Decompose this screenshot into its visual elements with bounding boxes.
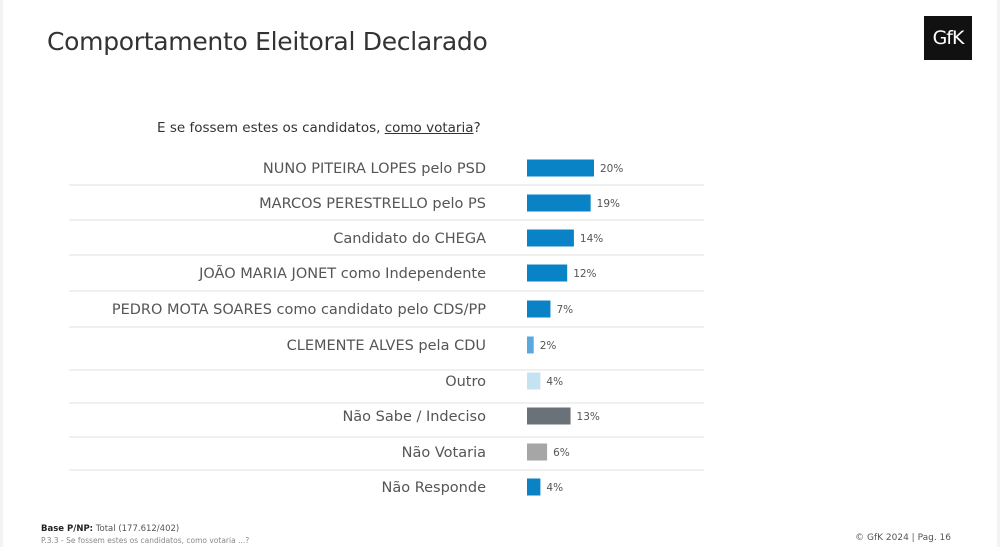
question-underlined: como votaria [384, 120, 474, 136]
bar [527, 194, 591, 212]
footer-copyright: © GfK 2024 | Pag. 16 [855, 533, 951, 543]
gfk-logo: GfK [924, 16, 972, 60]
category-label: MARCOS PERESTRELLO pelo PS [259, 196, 486, 212]
value-label: 2% [540, 340, 557, 352]
page-title: Comportamento Eleitoral Declarado [47, 27, 488, 56]
bar [527, 159, 594, 177]
bar [527, 229, 574, 247]
value-label: 7% [556, 304, 573, 316]
bar [527, 443, 548, 461]
footer-base-value: Total (177.612/402) [93, 524, 180, 534]
category-label: NUNO PITEIRA LOPES pelo PSD [263, 161, 486, 177]
bar [527, 300, 551, 318]
question-suffix: ? [473, 120, 481, 136]
bar [527, 478, 541, 496]
bar [527, 372, 541, 390]
value-label: 19% [597, 198, 620, 210]
value-label: 12% [573, 268, 596, 280]
slide: Comportamento Eleitoral Declarado GfK E … [3, 0, 997, 547]
chart-question: E se fossem estes os candidatos, como vo… [157, 120, 481, 136]
value-label: 4% [546, 376, 563, 388]
footer-question-ref: P.3.3 - Se fossem estes os candidatos, c… [41, 536, 250, 545]
value-label: 6% [553, 447, 570, 459]
bar [527, 264, 568, 282]
category-label: Não Votaria [402, 445, 486, 461]
value-label: 13% [577, 411, 600, 423]
value-label: 14% [580, 233, 603, 245]
bar [527, 407, 571, 425]
value-label: 4% [546, 482, 563, 494]
category-label: Não Sabe / Indeciso [342, 409, 486, 425]
category-label: CLEMENTE ALVES pela CDU [287, 338, 486, 354]
category-label: JOÃO MARIA JONET como Independente [198, 265, 486, 282]
bar-chart: NUNO PITEIRA LOPES pelo PSD 20% MARCOS PER… [69, 159, 704, 496]
footer-base: Base P/NP: Total (177.612/402) [41, 524, 179, 534]
question-prefix: E se fossem estes os candidatos, [157, 120, 385, 136]
category-label: Candidato do CHEGA [333, 231, 486, 247]
bar [527, 336, 534, 354]
footer-base-label: Base P/NP: [41, 524, 94, 534]
value-label: 20% [600, 163, 623, 175]
category-label: Não Responde [381, 480, 486, 496]
category-label: Outro [445, 374, 486, 390]
category-label: PEDRO MOTA SOARES como candidato pelo CD… [112, 302, 486, 318]
